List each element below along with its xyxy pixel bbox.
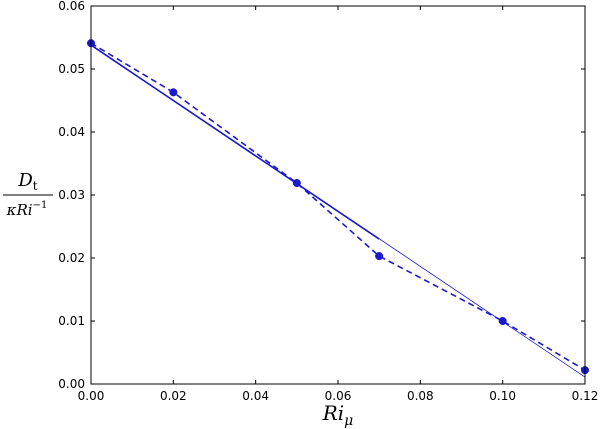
- x-axis-label: Riμ: [322, 401, 354, 429]
- x-tick-label: 0.06: [325, 389, 352, 403]
- plot-area: [86, 39, 590, 378]
- axis-ticks: 0.00 0.02 0.04 0.06 0.08 0.10 0.12 0.00 0.01 0.02…: [58, 0, 598, 403]
- y-label-numerator-base: D: [17, 170, 33, 191]
- y-axis-label: Dt κRi−1: [3, 170, 53, 219]
- x-tick-label: 0.10: [489, 389, 516, 403]
- x-axis-label-sub: μ: [344, 413, 353, 429]
- data-point-marker: [169, 88, 178, 97]
- y-label-numerator-sub: t: [33, 179, 38, 193]
- y-tick-label: 0.04: [58, 125, 85, 139]
- y-label-numerator: Dt: [17, 170, 37, 193]
- x-tick-label: 0.00: [78, 389, 105, 403]
- data-point-marker: [375, 252, 384, 261]
- plot-frame: [90, 5, 586, 385]
- y-tick-label: 0.06: [58, 0, 85, 13]
- y-label-denominator: κRi−1: [6, 200, 48, 219]
- y-label-denominator-sup: −1: [33, 200, 48, 211]
- y-label-denominator-base: κRi: [6, 201, 33, 219]
- x-tick-label: 0.04: [242, 389, 269, 403]
- y-tick-label: 0.00: [58, 377, 85, 391]
- y-tick-label: 0.05: [58, 62, 85, 76]
- solid-fit-line-thin: [90, 44, 586, 378]
- x-axis-label-base: Ri: [322, 401, 344, 425]
- x-tick-label: 0.12: [572, 389, 599, 403]
- x-tick-label: 0.02: [160, 389, 187, 403]
- dashed-series-line: [90, 42, 586, 371]
- y-tick-label: 0.03: [58, 188, 85, 202]
- x-tick-label: 0.08: [407, 389, 434, 403]
- y-tick-label: 0.02: [58, 251, 85, 265]
- y-tick-label: 0.01: [58, 314, 85, 328]
